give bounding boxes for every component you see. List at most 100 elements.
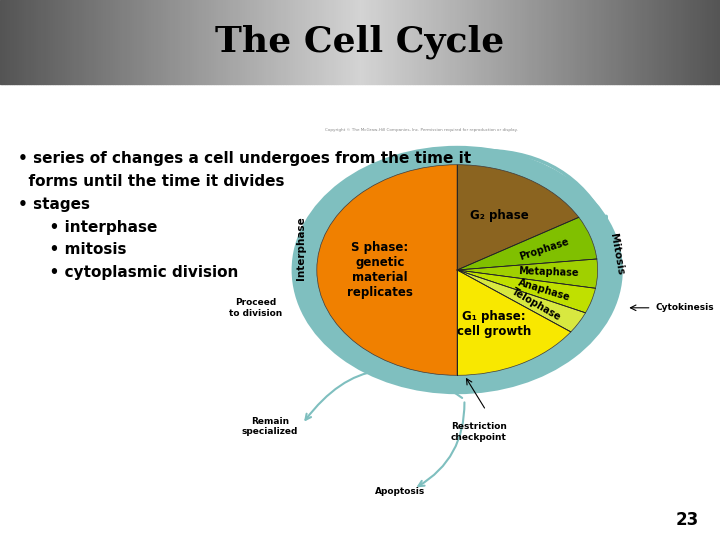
Bar [703, 0, 706, 84]
Bar [523, 0, 526, 84]
Bar [300, 0, 302, 84]
Bar [247, 0, 250, 84]
Bar [202, 0, 204, 84]
Bar [434, 0, 437, 84]
Bar [254, 0, 257, 84]
Bar [115, 0, 117, 84]
Bar [655, 0, 657, 84]
Bar [199, 0, 202, 84]
Bar [451, 0, 454, 84]
Bar [650, 0, 653, 84]
Bar [233, 0, 235, 84]
Bar [305, 0, 307, 84]
Bar [230, 0, 233, 84]
Bar [365, 0, 367, 84]
Bar [502, 0, 504, 84]
Bar [166, 0, 168, 84]
Bar [14, 0, 17, 84]
Bar [67, 0, 70, 84]
Text: The Cell Cycle: The Cell Cycle [215, 25, 505, 59]
Bar [77, 0, 79, 84]
Bar [63, 0, 65, 84]
Bar [667, 0, 670, 84]
Bar [264, 0, 266, 84]
Bar [353, 0, 355, 84]
Bar [348, 0, 351, 84]
Bar [612, 0, 614, 84]
Bar [45, 0, 48, 84]
Bar [571, 0, 574, 84]
Bar [351, 0, 353, 84]
Bar [24, 0, 27, 84]
Bar [459, 0, 461, 84]
Bar [715, 0, 718, 84]
Bar [31, 0, 34, 84]
Bar [490, 0, 492, 84]
Bar [120, 0, 122, 84]
Bar [89, 0, 91, 84]
Text: Mitosis: Mitosis [608, 232, 626, 275]
Bar [101, 0, 103, 84]
Bar [691, 0, 693, 84]
Bar [511, 0, 513, 84]
Bar [423, 0, 425, 84]
Bar [360, 0, 362, 84]
Wedge shape [457, 165, 579, 270]
Bar [108, 0, 110, 84]
Bar [578, 0, 581, 84]
Bar [682, 0, 684, 84]
Bar [521, 0, 523, 84]
Bar [343, 0, 346, 84]
Bar [55, 0, 58, 84]
Text: • series of changes a cell undergoes from the time it
  forms until the time it : • series of changes a cell undergoes fro… [18, 151, 471, 280]
Bar [614, 0, 617, 84]
Bar [235, 0, 238, 84]
Bar [480, 0, 482, 84]
Bar [163, 0, 166, 84]
Bar [125, 0, 127, 84]
Bar [53, 0, 55, 84]
Bar [432, 0, 434, 84]
Bar [603, 0, 605, 84]
Bar [346, 0, 348, 84]
Bar [567, 0, 569, 84]
Bar [192, 0, 194, 84]
Bar [139, 0, 142, 84]
Bar [27, 0, 29, 84]
Bar [243, 0, 245, 84]
Bar [540, 0, 542, 84]
Bar [639, 0, 641, 84]
Bar [310, 0, 312, 84]
Bar [706, 0, 708, 84]
Bar [279, 0, 281, 84]
Text: G₁ phase:
cell growth: G₁ phase: cell growth [457, 310, 531, 339]
Bar [468, 0, 470, 84]
Bar [250, 0, 252, 84]
Bar [516, 0, 518, 84]
Bar [675, 0, 677, 84]
Bar [564, 0, 567, 84]
Bar [708, 0, 711, 84]
Text: Anaphase: Anaphase [517, 278, 572, 303]
Bar [619, 0, 621, 84]
Bar [34, 0, 36, 84]
Bar [444, 0, 446, 84]
Bar [286, 0, 288, 84]
Bar [9, 0, 12, 84]
Bar [463, 0, 466, 84]
Bar [142, 0, 144, 84]
Bar [333, 0, 336, 84]
Bar [204, 0, 207, 84]
Bar [276, 0, 279, 84]
Bar [43, 0, 45, 84]
Bar [22, 0, 24, 84]
Bar [581, 0, 583, 84]
Bar [698, 0, 701, 84]
Bar [456, 0, 459, 84]
Bar [672, 0, 675, 84]
Wedge shape [317, 165, 457, 375]
Bar [696, 0, 698, 84]
Bar [677, 0, 679, 84]
Bar [79, 0, 81, 84]
Bar [660, 0, 662, 84]
